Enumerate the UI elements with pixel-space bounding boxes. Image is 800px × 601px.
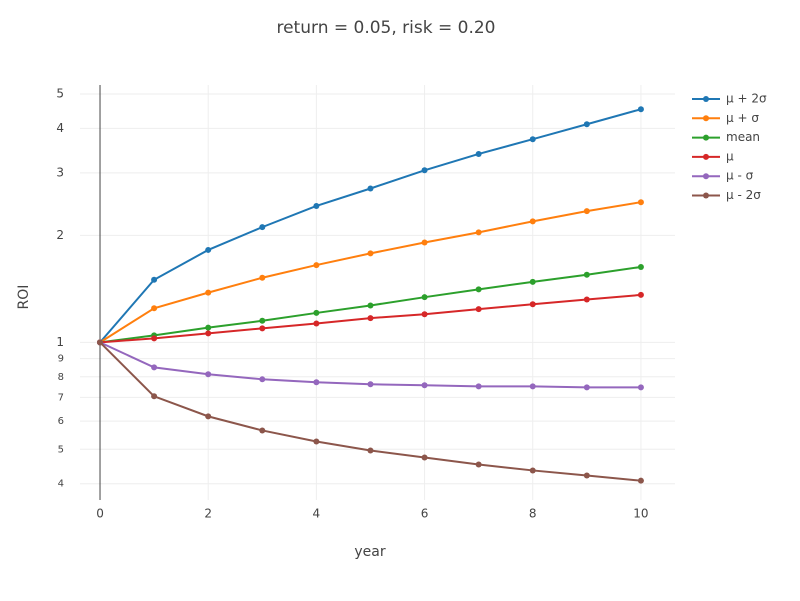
x-axis-label: year [354, 544, 385, 560]
data-point [205, 246, 212, 253]
legend-label: μ [726, 149, 734, 163]
data-point [583, 296, 590, 303]
y-tick-label: 5 [58, 444, 64, 455]
data-point [367, 302, 374, 309]
y-tick-label: 1 [56, 335, 64, 349]
x-tick-label: 8 [529, 507, 537, 521]
chart-title: return = 0.05, risk = 0.20 [276, 18, 495, 38]
y-tick-label: 7 [58, 392, 64, 403]
data-point [313, 379, 320, 386]
data-point [313, 202, 320, 209]
x-tick-label: 2 [204, 507, 212, 521]
x-tick-label: 0 [96, 507, 104, 521]
data-point [151, 305, 158, 312]
data-point [313, 262, 320, 269]
data-point [529, 383, 536, 390]
legend-label: μ + 2σ [726, 92, 767, 106]
y-tick-label: 9 [58, 354, 64, 365]
data-point [475, 150, 482, 157]
data-point [421, 239, 428, 246]
data-point [529, 136, 536, 143]
legend-label: mean [726, 130, 760, 144]
legend-marker [703, 153, 709, 160]
data-point [421, 311, 428, 318]
data-point [367, 447, 374, 454]
legend-label: μ - σ [726, 169, 754, 183]
data-point [637, 477, 644, 484]
data-point [205, 289, 212, 296]
y-axis-label: ROI [16, 285, 32, 310]
y-tick-label: 3 [56, 165, 64, 179]
data-point [205, 413, 212, 420]
data-point [259, 274, 266, 281]
y-tick-label: 6 [58, 416, 64, 427]
data-point [421, 167, 428, 174]
data-point [367, 315, 374, 322]
series-line [99, 201, 642, 344]
y-tick-label: 4 [56, 121, 64, 135]
data-point [151, 276, 158, 283]
y-tick-label: 2 [56, 228, 64, 242]
data-point [475, 383, 482, 390]
data-point [151, 335, 158, 342]
data-point [259, 317, 266, 324]
data-point [421, 454, 428, 461]
data-point [97, 339, 104, 346]
data-point [421, 294, 428, 301]
series-line [99, 341, 641, 389]
legend-marker [703, 192, 709, 199]
data-point [205, 371, 212, 378]
data-point [259, 427, 266, 434]
y-tick-label: 5 [56, 86, 64, 100]
data-point [259, 224, 266, 231]
data-point [259, 376, 266, 383]
data-point [583, 121, 590, 128]
data-point [367, 381, 374, 388]
data-point [151, 393, 158, 400]
data-point [313, 309, 320, 316]
legend-label: μ - 2σ [726, 188, 761, 202]
data-point [367, 250, 374, 257]
data-point [259, 325, 266, 332]
legend-marker [703, 134, 709, 141]
data-point [583, 384, 590, 391]
data-point [583, 208, 590, 215]
data-point [637, 263, 644, 270]
data-point [583, 472, 590, 479]
data-point [583, 271, 590, 278]
x-tick-label: 6 [421, 507, 429, 521]
x-tick-label: 10 [633, 507, 648, 521]
data-point [475, 306, 482, 313]
data-point [637, 291, 644, 298]
data-point [637, 199, 644, 206]
legend-marker [703, 115, 709, 122]
legend-marker [703, 96, 709, 102]
data-point [637, 384, 644, 391]
x-tick-label: 4 [313, 507, 321, 521]
data-point [637, 106, 644, 113]
data-point [475, 229, 482, 236]
legend-marker [703, 173, 709, 180]
legend-label: μ + σ [726, 111, 759, 125]
y-tick-label: 8 [58, 372, 64, 383]
data-point [205, 330, 212, 337]
data-point [529, 301, 536, 308]
data-point [205, 324, 212, 331]
data-point [529, 278, 536, 285]
data-point [421, 382, 428, 389]
data-point [151, 364, 158, 371]
data-point [475, 461, 482, 468]
data-point [475, 286, 482, 293]
y-tick-label: 4 [58, 479, 64, 490]
data-point [529, 467, 536, 474]
series-line [99, 341, 642, 482]
data-point [367, 185, 374, 192]
data-point [529, 218, 536, 225]
data-point [313, 438, 320, 445]
data-point [313, 320, 320, 327]
